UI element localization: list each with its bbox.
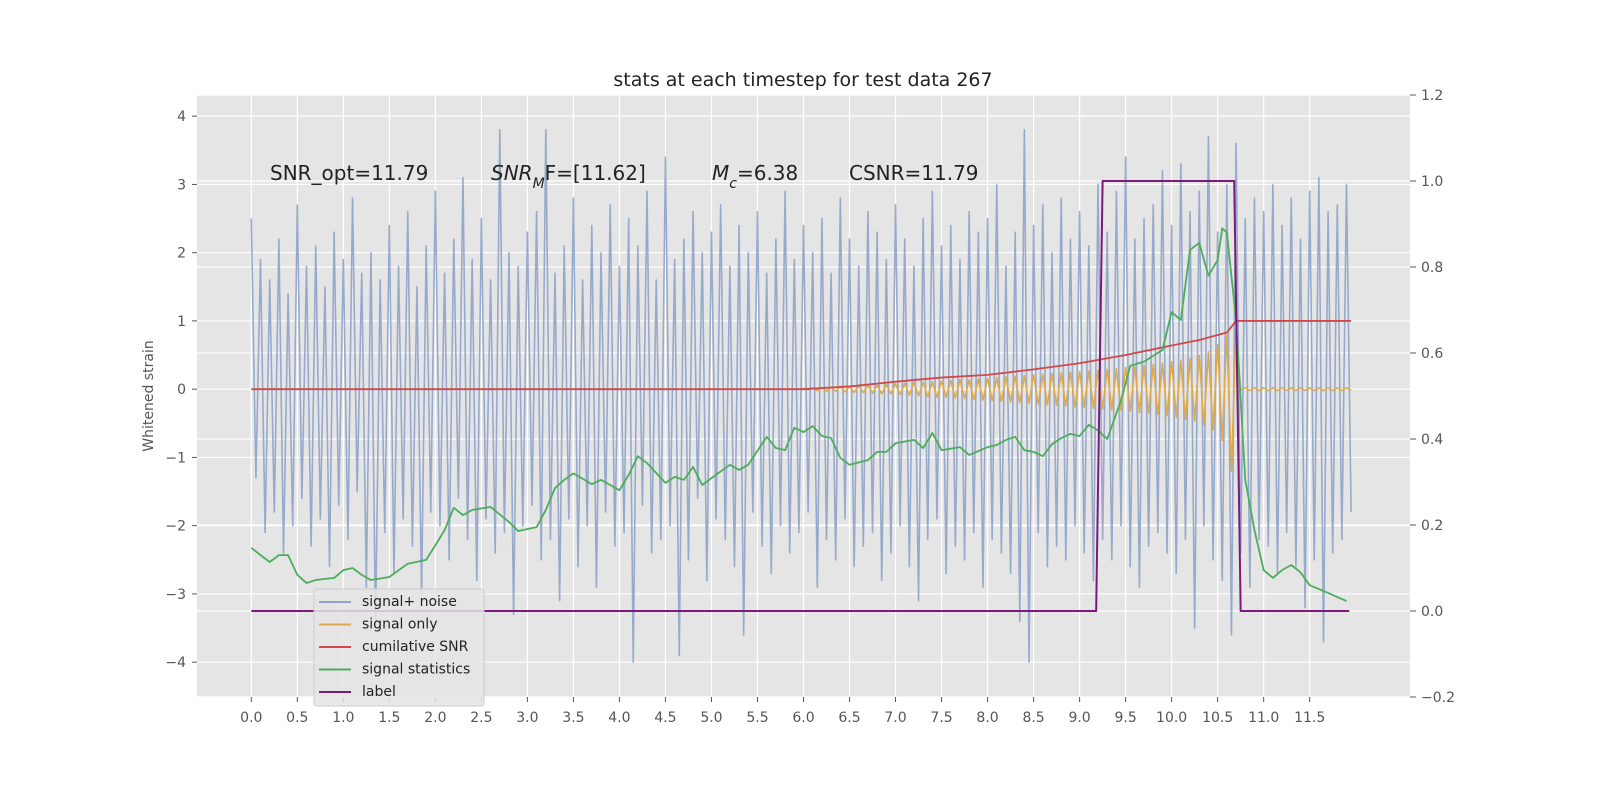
axes: 0.0 0.5 1.0 1.5 2.0 2.5 3.0 3.5 4.0 4.5 5.0 5.5 6.0 6… xyxy=(165,88,1455,726)
x-tick-label: 9.0 xyxy=(1068,710,1090,726)
x-tick-label: 8.0 xyxy=(976,710,998,726)
annotation-part: c xyxy=(729,176,737,192)
y-tick-label: 1 xyxy=(177,314,186,330)
annotation: SNR_opt=11.79 xyxy=(270,161,428,185)
legend-box xyxy=(313,588,485,707)
legend-label: cumilative SNR xyxy=(362,639,469,655)
x-tick-label: 4.5 xyxy=(654,710,676,726)
legend-label: signal statistics xyxy=(362,662,470,678)
y-tick-label: −4 xyxy=(165,655,186,671)
y2-tick-label: 0.4 xyxy=(1421,432,1443,448)
x-tick-label: 7.0 xyxy=(884,710,906,726)
marks xyxy=(250,129,1352,663)
series-line xyxy=(250,227,1347,602)
y-tick-label: 2 xyxy=(177,246,186,262)
y-axis-label: Whitened strain xyxy=(141,340,157,451)
x-tick-label: 0.0 xyxy=(240,710,262,726)
x-tick-label: 2.0 xyxy=(424,710,446,726)
y2-tick-label: 0.0 xyxy=(1421,604,1443,620)
annotation: Mc=6.38 xyxy=(712,161,798,192)
x-tick-label: 11.5 xyxy=(1294,710,1325,726)
x-tick-label: 5.0 xyxy=(700,710,722,726)
y2-tick-label: 0.6 xyxy=(1421,346,1443,362)
annotation: CSNR=11.79 xyxy=(849,161,979,185)
x-tick-label: 10.5 xyxy=(1202,710,1233,726)
annotation: SNRMF=[11.62] xyxy=(491,161,646,192)
x-tick-label: 7.5 xyxy=(930,710,952,726)
y-tick-label: −2 xyxy=(165,519,186,535)
y-tick-label: −1 xyxy=(165,450,186,466)
x-tick-label: 6.0 xyxy=(792,710,814,726)
y-tick-label: −3 xyxy=(165,587,186,603)
annotation-part: CSNR=11.79 xyxy=(849,161,979,185)
y2-tick-label: −0.2 xyxy=(1421,690,1455,706)
annotation-part: F=[11.62] xyxy=(545,161,646,185)
x-tick-label: 0.5 xyxy=(286,710,308,726)
series-line xyxy=(251,180,1350,612)
x-tick-label: 4.0 xyxy=(608,710,630,726)
chart-title: stats at each timestep for test data 267 xyxy=(613,69,992,91)
legend-label: label xyxy=(362,684,396,700)
y2-tick-label: 0.2 xyxy=(1421,518,1443,534)
series-line xyxy=(251,320,1352,391)
legend: signal+ noise signal only cumilative SNR si… xyxy=(313,588,485,707)
legend-label: signal only xyxy=(362,617,437,633)
annotation-part: M xyxy=(533,176,545,192)
x-tick-label: 3.5 xyxy=(562,710,584,726)
annotation-part: SNR xyxy=(491,161,533,185)
legend-label: signal+ noise xyxy=(362,594,457,610)
x-tick-label: 8.5 xyxy=(1022,710,1044,726)
x-tick-label: 3.0 xyxy=(516,710,538,726)
y2-tick-label: 0.8 xyxy=(1421,260,1443,276)
y-tick-label: 3 xyxy=(177,177,186,193)
x-tick-label: 2.5 xyxy=(470,710,492,726)
annotation-part: M xyxy=(712,161,729,185)
series-line xyxy=(250,129,1352,663)
y-tick-label: 0 xyxy=(177,382,186,398)
x-tick-label: 9.5 xyxy=(1114,710,1136,726)
x-tick-label: 1.5 xyxy=(378,710,400,726)
y2-tick-label: 1.0 xyxy=(1421,174,1443,190)
x-tick-label: 1.0 xyxy=(332,710,354,726)
annotation-part: =6.38 xyxy=(737,161,798,185)
x-tick-label: 6.5 xyxy=(838,710,860,726)
x-tick-label: 11.0 xyxy=(1248,710,1279,726)
annotation-part: SNR_opt=11.79 xyxy=(270,161,428,185)
y2-tick-label: 1.2 xyxy=(1421,88,1443,104)
x-tick-label: 10.0 xyxy=(1156,710,1187,726)
y-tick-label: 4 xyxy=(177,109,186,125)
x-tick-label: 5.5 xyxy=(746,710,768,726)
